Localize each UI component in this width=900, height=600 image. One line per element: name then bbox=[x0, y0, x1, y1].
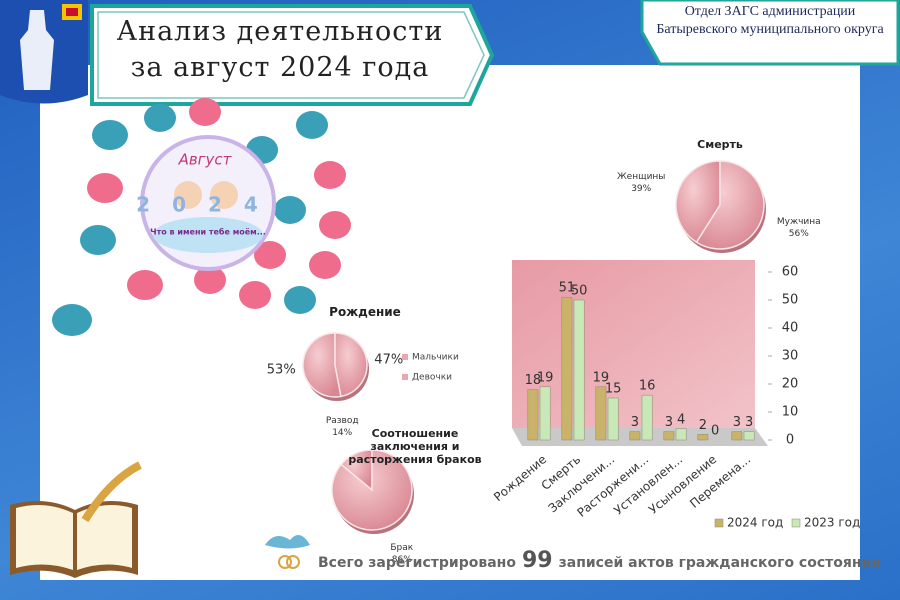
bar bbox=[595, 386, 607, 441]
data-label: 0 bbox=[711, 424, 719, 439]
bar bbox=[629, 431, 641, 441]
data-label: 3 bbox=[733, 415, 741, 430]
slide-title: Анализ деятельности за август 2024 года bbox=[116, 16, 444, 83]
legend-label: 2024 год bbox=[727, 516, 783, 530]
pie-slice bbox=[695, 160, 765, 250]
data-label: 3 bbox=[665, 415, 673, 430]
slice-label: Женщины bbox=[617, 172, 665, 182]
doves-decoration bbox=[265, 535, 310, 569]
header-box-inner bbox=[97, 11, 485, 99]
baby bbox=[174, 181, 202, 209]
chart-title: Рождение bbox=[329, 305, 401, 319]
chart-title: Соотношение заключения и расторжения бра… bbox=[348, 427, 482, 466]
data-label: 16 bbox=[639, 379, 656, 394]
footer-summary: Всего зарегистрировано 99 записей актов гр… bbox=[318, 548, 880, 573]
pie-slice bbox=[331, 449, 413, 531]
data-label: 2 bbox=[699, 418, 707, 433]
legend-swatch bbox=[402, 374, 408, 380]
legend-swatch bbox=[714, 518, 724, 528]
bar bbox=[663, 431, 675, 441]
data-label: 4 bbox=[677, 412, 685, 427]
data-label: 86% bbox=[392, 555, 412, 565]
data-label: 39% bbox=[631, 184, 651, 194]
legend-label: 2023 год bbox=[804, 516, 860, 530]
footer-text: записей актов гражданского состояния bbox=[558, 555, 881, 571]
flag-icon-inner bbox=[66, 8, 78, 16]
y-tick-label: 60 bbox=[782, 265, 799, 280]
bar bbox=[539, 386, 551, 441]
data-label: 15 bbox=[605, 382, 622, 397]
data-label: 56% bbox=[789, 229, 809, 239]
data-label: 53% bbox=[267, 363, 296, 378]
pie-slice bbox=[302, 332, 342, 398]
chart-title: Смерть bbox=[697, 138, 743, 151]
bar bbox=[561, 296, 573, 441]
data-label: 51 bbox=[559, 281, 576, 296]
slice-label: Мужчина bbox=[777, 217, 821, 227]
slice-label: Развод bbox=[326, 416, 359, 426]
legend-swatch bbox=[791, 518, 801, 528]
data-label: 3 bbox=[631, 415, 639, 430]
data-label: 47% bbox=[374, 352, 403, 367]
badge-month: Август bbox=[178, 151, 233, 169]
bar bbox=[607, 397, 619, 441]
hands-decoration bbox=[52, 98, 351, 336]
y-tick-label: 20 bbox=[782, 377, 799, 392]
data-label: 18 bbox=[525, 373, 542, 388]
legend-swatch bbox=[402, 354, 408, 360]
bar bbox=[697, 434, 709, 441]
badge-motto: Что в имени тебе моём... bbox=[150, 227, 266, 237]
legend-label: Девочки bbox=[412, 373, 452, 383]
y-tick-label: 30 bbox=[782, 349, 799, 364]
org-box bbox=[640, 0, 900, 66]
y-tick-label: 0 bbox=[786, 433, 794, 448]
book-decoration bbox=[10, 461, 142, 578]
footer-total: 99 bbox=[521, 548, 553, 573]
data-label: 3 bbox=[745, 415, 753, 430]
bar bbox=[731, 431, 743, 441]
y-tick-label: 10 bbox=[782, 405, 799, 420]
bar bbox=[675, 428, 687, 441]
bar bbox=[527, 389, 539, 441]
data-label: 14% bbox=[332, 428, 352, 438]
data-label: 19 bbox=[593, 370, 610, 385]
y-tick-label: 40 bbox=[782, 321, 799, 336]
y-tick-label: 50 bbox=[782, 293, 799, 308]
org-name: Отдел ЗАГС администрации Батыревского му… bbox=[656, 4, 884, 37]
bar bbox=[573, 299, 585, 441]
footer-text: Всего зарегистрировано bbox=[318, 555, 516, 571]
data-label: 19 bbox=[537, 370, 554, 385]
slice-label: Брак bbox=[390, 543, 413, 553]
badge-cloud bbox=[153, 217, 263, 253]
bar bbox=[641, 394, 653, 441]
legend-label: Мальчики bbox=[412, 353, 459, 363]
chart-wall bbox=[512, 260, 755, 428]
header-box bbox=[90, 4, 495, 106]
pie-slice bbox=[334, 332, 368, 398]
coat-figure bbox=[20, 10, 54, 90]
bar bbox=[743, 431, 755, 441]
badge-year: 2024 bbox=[136, 193, 280, 217]
data-label: 50 bbox=[571, 284, 588, 299]
baby bbox=[210, 181, 238, 209]
